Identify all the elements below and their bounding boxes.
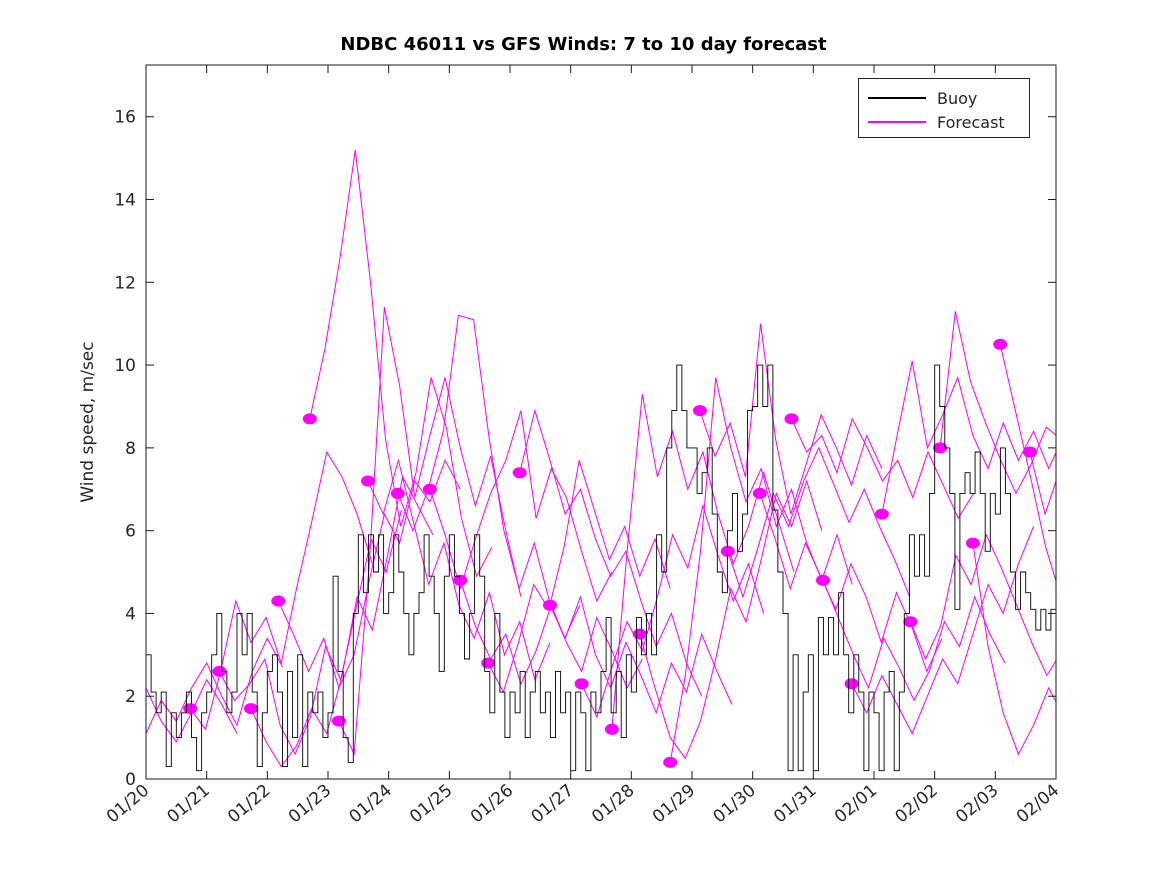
forecast-line [727, 446, 911, 599]
forecast-start-dot [543, 599, 557, 611]
legend-entry-forecast: Forecast [859, 109, 1005, 135]
forecast-start-dot [844, 678, 859, 690]
legend-box: Buoy Forecast [858, 78, 1030, 138]
x-tick-label: 02/03 [952, 781, 1002, 828]
buoy-line [146, 364, 1056, 772]
forecast-line [429, 410, 613, 603]
forecast-line [611, 394, 795, 730]
x-tick-label: 01/31 [770, 781, 820, 828]
y-tick-label: 6 [125, 522, 136, 542]
forecast-line [972, 543, 1056, 756]
forecast-line [881, 360, 1056, 515]
forecast-line [699, 323, 883, 515]
forecast-start-dot [453, 574, 468, 586]
x-tick-label: 02/02 [891, 781, 941, 828]
forecast-start-dot [271, 595, 286, 607]
forecast-start-dot [422, 483, 437, 495]
forecast-line [639, 479, 823, 760]
y-tick-label: 10 [114, 356, 136, 376]
forecast-line [759, 493, 943, 673]
y-tick-label: 12 [114, 273, 136, 293]
x-tick-label: 02/01 [831, 781, 881, 828]
x-tick-label: 01/30 [709, 781, 759, 828]
forecast-start-dot [663, 756, 678, 768]
legend-label-forecast: Forecast [937, 112, 1005, 132]
x-tick-label: 01/29 [649, 781, 699, 828]
forecast-line [791, 417, 974, 520]
forecast-start-dot [965, 537, 980, 549]
forecast-start-dot [632, 628, 647, 640]
y-tick-label: 16 [114, 108, 136, 128]
forecast-start-dot [1022, 446, 1037, 458]
x-tick-label: 01/25 [406, 781, 456, 828]
y-tick-label: 2 [125, 687, 136, 707]
forecast-start-dot [903, 616, 918, 628]
forecast-line [909, 533, 1056, 677]
forecast-line [519, 408, 703, 697]
forecast-start-dot [361, 475, 375, 487]
forecast-start-dot [302, 413, 317, 425]
forecast-line [939, 311, 1056, 495]
forecast-line [851, 526, 1035, 735]
forecast-start-dot [874, 508, 889, 520]
y-axis-label: Wind speed, m/sec [78, 341, 98, 503]
forecast-start-dot [512, 467, 527, 479]
forecast-start-dot [993, 338, 1008, 350]
x-tick-label: 01/27 [527, 781, 577, 828]
x-tick-label: 01/26 [467, 781, 517, 828]
forecast-line [146, 678, 238, 743]
x-tick-label: 01/24 [345, 781, 395, 828]
x-tick-label: 01/23 [285, 781, 335, 828]
chart-title: NDBC 46011 vs GFS Winds: 7 to 10 day for… [340, 34, 827, 55]
forecast-start-dot [816, 574, 830, 586]
forecast-line [397, 314, 581, 640]
y-tick-label: 8 [125, 439, 136, 459]
forecast-line [1029, 451, 1056, 516]
x-tick-label: 01/21 [163, 781, 213, 828]
forecast-line [487, 460, 671, 694]
forecast-start-dot [604, 723, 619, 735]
legend-label-buoy: Buoy [937, 88, 978, 108]
forecast-start-dot [692, 405, 707, 417]
legend-entry-buoy: Buoy [859, 85, 977, 111]
forecast-start-dot [390, 487, 405, 499]
x-tick-label: 01/28 [588, 781, 638, 828]
forecast-start-dot [244, 703, 258, 715]
x-tick-label: 01/22 [224, 781, 274, 828]
x-tick-label: 02/04 [1013, 781, 1063, 828]
axes-box [145, 64, 1057, 780]
forecast-start-dot [933, 442, 948, 454]
forecast-line [999, 344, 1056, 583]
forecast-line [669, 377, 853, 763]
forecast-line [309, 149, 493, 578]
forecast-line [338, 307, 522, 757]
y-tick-label: 0 [125, 770, 136, 790]
forecast-start-dot [574, 678, 589, 690]
buoy-line-swatch [868, 97, 926, 99]
forecast-line [277, 459, 461, 690]
forecast-line [549, 595, 733, 715]
forecast-start-dot [784, 413, 799, 425]
forecast-line [581, 503, 765, 719]
forecast-line-swatch [868, 121, 926, 123]
y-tick-label: 4 [125, 604, 136, 624]
forecast-start-dot [481, 657, 496, 669]
forecast-start-dot [331, 715, 346, 727]
plot-data-layer [146, 149, 1056, 772]
forecast-start-dot [212, 665, 227, 677]
forecast-start-dot [752, 487, 767, 499]
y-tick-label: 14 [114, 191, 136, 211]
